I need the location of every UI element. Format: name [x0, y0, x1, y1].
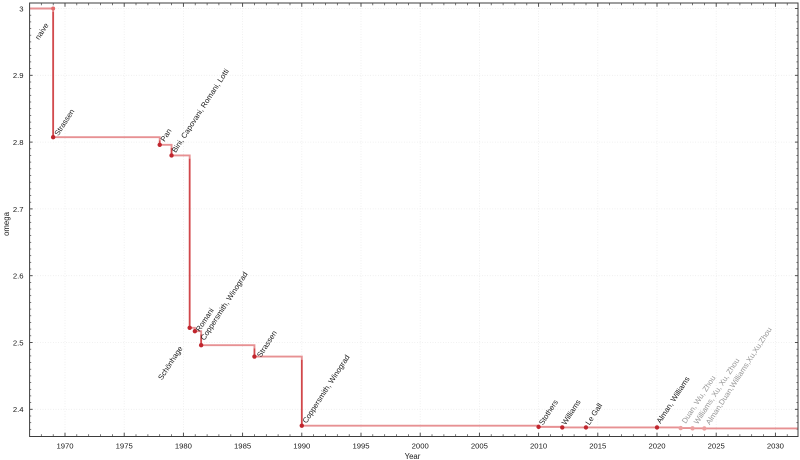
svg-text:2.9: 2.9	[13, 71, 24, 80]
svg-text:1970: 1970	[56, 442, 73, 451]
svg-text:2015: 2015	[589, 442, 606, 451]
svg-text:2020: 2020	[648, 442, 665, 451]
svg-text:2.6: 2.6	[13, 272, 24, 281]
svg-text:1995: 1995	[352, 442, 369, 451]
svg-text:1990: 1990	[293, 442, 310, 451]
svg-text:1980: 1980	[175, 442, 192, 451]
svg-text:2.8: 2.8	[13, 138, 24, 147]
svg-text:2025: 2025	[708, 442, 725, 451]
svg-text:2.5: 2.5	[13, 338, 24, 347]
svg-text:1975: 1975	[116, 442, 133, 451]
svg-text:3: 3	[19, 4, 23, 13]
svg-text:2005: 2005	[471, 442, 488, 451]
svg-text:1985: 1985	[234, 442, 251, 451]
svg-text:2030: 2030	[767, 442, 784, 451]
svg-text:2.4: 2.4	[13, 405, 24, 414]
svg-text:Year: Year	[405, 452, 421, 460]
svg-text:omega: omega	[2, 211, 11, 236]
svg-text:2000: 2000	[412, 442, 429, 451]
svg-text:2.7: 2.7	[13, 205, 24, 214]
svg-text:2010: 2010	[530, 442, 547, 451]
